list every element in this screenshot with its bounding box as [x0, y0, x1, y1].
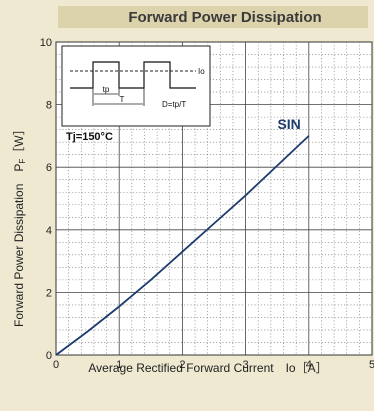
- y-axis-label-sub: F: [18, 159, 27, 164]
- y-axis-label-group: Forward Power Dissipation PF［W］: [12, 123, 27, 327]
- series-line-sin: [55, 135, 310, 356]
- y-tick-label: 2: [46, 287, 52, 299]
- series-layer: SIN: [55, 116, 310, 356]
- chart-title: Forward Power Dissipation: [128, 9, 321, 26]
- y-tick-labels: 0 2 4 6 8 10: [40, 37, 52, 362]
- y-tick-label: 10: [40, 37, 52, 49]
- x-tick-labels: 0 1 2 3 4 5: [53, 359, 374, 371]
- x-axis-label: Average Rectified Forward Current Io［A］: [88, 361, 327, 375]
- title-background: [58, 6, 368, 28]
- inset-tp-label: tp: [103, 85, 110, 94]
- y-tick-label: 6: [46, 162, 52, 174]
- y-tick-label: 4: [46, 225, 52, 237]
- x-tick-label: 5: [369, 359, 374, 371]
- series-label-sin: SIN: [277, 116, 300, 132]
- inset-box: [61, 45, 211, 127]
- y-tick-label: 0: [46, 350, 52, 362]
- junction-temp-label: Tj=150°C: [66, 131, 113, 143]
- inset-pulse-wave: [70, 61, 196, 89]
- waveform-inset: Io tp T D=tp/T Tj=150°C: [61, 45, 211, 143]
- inset-io-label: Io: [198, 67, 205, 76]
- y-axis-label: Forward Power Dissipation PF［W］: [12, 123, 27, 327]
- x-tick-label: 2: [179, 359, 185, 371]
- inset-t-label: T: [120, 95, 125, 104]
- y-tick-label: 8: [46, 100, 52, 112]
- title-band: Forward Power Dissipation: [58, 6, 368, 28]
- y-axis-label-unit: ［W］: [12, 123, 26, 158]
- x-tick-label: 4: [306, 359, 312, 371]
- y-axis-label-main: Forward Power Dissipation P: [12, 164, 26, 327]
- x-tick-label: 3: [243, 359, 249, 371]
- x-tick-label: 1: [116, 359, 122, 371]
- inset-duty-label: D=tp/T: [162, 100, 186, 109]
- x-tick-label: 0: [53, 359, 59, 371]
